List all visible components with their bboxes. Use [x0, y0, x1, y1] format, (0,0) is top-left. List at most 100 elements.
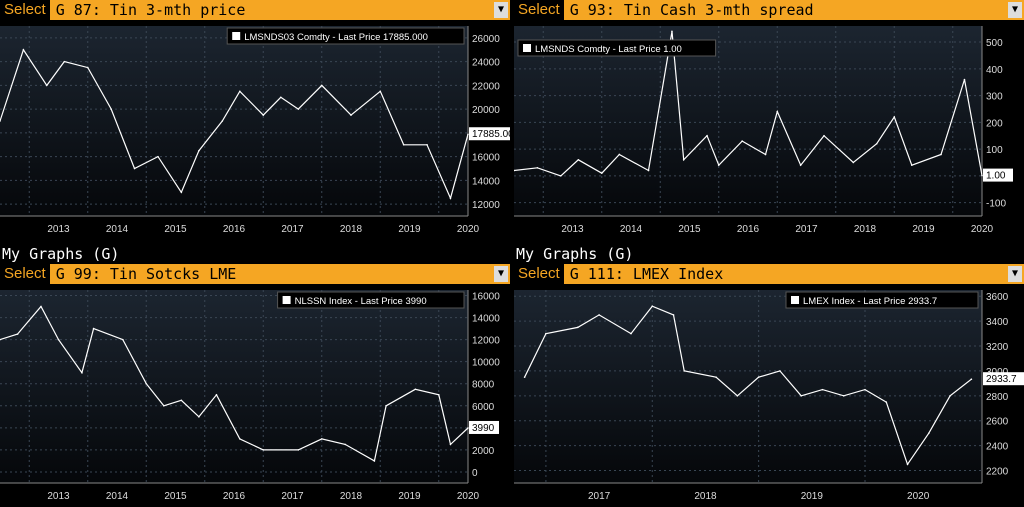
data-point: [600, 172, 603, 174]
chevron-down-icon[interactable]: ▼: [1008, 266, 1022, 282]
plot-area: [514, 26, 982, 216]
legend-label: LMSNDS03 Comdty - Last Price 17885.000: [244, 32, 428, 43]
data-point: [46, 84, 48, 87]
data-point: [523, 376, 526, 378]
data-point: [799, 164, 802, 166]
last-price-box: [469, 420, 499, 434]
data-point: [426, 143, 428, 146]
y-tick-label: 100: [986, 145, 1003, 156]
x-tick-label: 2018: [694, 491, 717, 502]
graph-title-dropdown[interactable]: G 93: Tin Cash 3-mth spread ▼: [563, 0, 1024, 20]
data-point: [949, 395, 951, 397]
data-point: [449, 197, 452, 199]
data-point: [402, 143, 405, 146]
chevron-down-icon[interactable]: ▼: [494, 266, 508, 282]
legend-label: NLSSN Index - Last Price 3990: [295, 296, 427, 307]
x-tick-label: 2017: [588, 491, 611, 502]
data-point: [875, 142, 878, 145]
legend-swatch: [791, 296, 799, 304]
x-tick-label: 2014: [106, 491, 129, 502]
data-point: [297, 449, 300, 451]
data-point: [81, 371, 83, 374]
x-tick-label: 2017: [281, 491, 304, 502]
y-tick-label: 26000: [472, 34, 500, 45]
data-point: [373, 460, 376, 462]
x-tick-label: 2014: [620, 224, 643, 235]
y-tick-label: 200: [986, 118, 1003, 129]
panel-header: Select G 111: LMEX Index ▼: [514, 264, 1024, 284]
data-point: [467, 427, 469, 429]
data-point: [706, 134, 708, 137]
data-point: [180, 191, 183, 194]
data-point: [239, 438, 241, 440]
data-point: [40, 305, 42, 308]
graph-title-dropdown[interactable]: G 111: LMEX Index ▼: [563, 264, 1024, 284]
x-tick-label: 2013: [47, 491, 70, 502]
panel-tin-3mth-price: Select G 87: Tin 3-mth price ▼ 12000 14000…: [0, 0, 510, 240]
x-tick-label: 2019: [801, 491, 824, 502]
data-point: [864, 388, 866, 391]
last-price-label: 3990: [472, 423, 495, 434]
plot-area: [0, 290, 468, 483]
my-graphs-label: My Graphs (G): [516, 245, 634, 263]
y-tick-label: 14000: [472, 176, 500, 187]
panel-tin-stocks: My Graphs (G) Select G 99: Tin Sotcks LM…: [0, 243, 510, 507]
select-button[interactable]: Select: [0, 264, 50, 284]
data-point: [449, 443, 452, 446]
x-tick-label: 2016: [737, 224, 760, 235]
x-tick-label: 2016: [223, 491, 246, 502]
select-button[interactable]: Select: [0, 0, 50, 20]
chart-lmex-index: 2200240026002800300032003400360020172018…: [514, 290, 1024, 502]
x-tick-label: 2017: [795, 224, 818, 235]
data-point: [764, 153, 767, 156]
data-point: [906, 463, 909, 466]
data-point: [647, 169, 650, 172]
data-point: [320, 84, 323, 87]
x-tick-label: 2016: [223, 224, 246, 235]
data-point: [741, 140, 743, 142]
chevron-down-icon[interactable]: ▼: [494, 2, 508, 18]
data-point: [514, 169, 515, 172]
legend-swatch: [232, 32, 241, 40]
legend-box: [226, 27, 465, 45]
data-point: [800, 395, 802, 397]
legend-box: [277, 291, 465, 309]
y-tick-label: 16000: [472, 153, 500, 164]
data-point: [630, 332, 632, 335]
my-graphs-label: My Graphs (G): [2, 245, 120, 263]
x-tick-label: 2019: [398, 491, 421, 502]
data-point: [198, 416, 200, 418]
y-tick-label: 2800: [986, 392, 1009, 403]
x-tick-label: 2018: [340, 491, 363, 502]
data-point: [885, 401, 888, 403]
last-price-label: 2933.7: [986, 374, 1017, 385]
data-point: [715, 376, 717, 378]
data-point: [180, 399, 183, 402]
y-tick-label: 2400: [986, 442, 1009, 453]
x-tick-label: 2017: [281, 224, 304, 235]
data-point: [215, 393, 218, 396]
x-tick-label: 2018: [854, 224, 877, 235]
data-point: [823, 134, 825, 137]
data-point: [385, 405, 387, 407]
panel-tin-spread: Select G 93: Tin Cash 3-mth spread ▼ -100…: [514, 0, 1024, 240]
y-tick-label: 14000: [472, 314, 500, 325]
y-tick-label: 500: [986, 38, 1003, 49]
y-tick-label: -100: [986, 199, 1006, 210]
data-point: [437, 393, 440, 396]
x-tick-label: 2013: [561, 224, 584, 235]
data-point: [0, 120, 1, 122]
data-point: [577, 159, 580, 161]
last-price-label: 1.00: [986, 171, 1006, 182]
graph-title-dropdown[interactable]: G 87: Tin 3-mth price ▼: [49, 0, 510, 20]
chevron-down-icon[interactable]: ▼: [1008, 2, 1022, 18]
data-point: [779, 370, 781, 372]
select-button[interactable]: Select: [514, 0, 564, 20]
select-button[interactable]: Select: [514, 264, 564, 284]
graph-title-dropdown[interactable]: G 99: Tin Sotcks LME ▼: [49, 264, 510, 284]
legend-swatch: [282, 296, 291, 304]
y-tick-label: 3600: [986, 292, 1009, 303]
y-tick-label: 3200: [986, 342, 1009, 353]
data-point: [122, 338, 124, 341]
data-point: [16, 333, 19, 335]
